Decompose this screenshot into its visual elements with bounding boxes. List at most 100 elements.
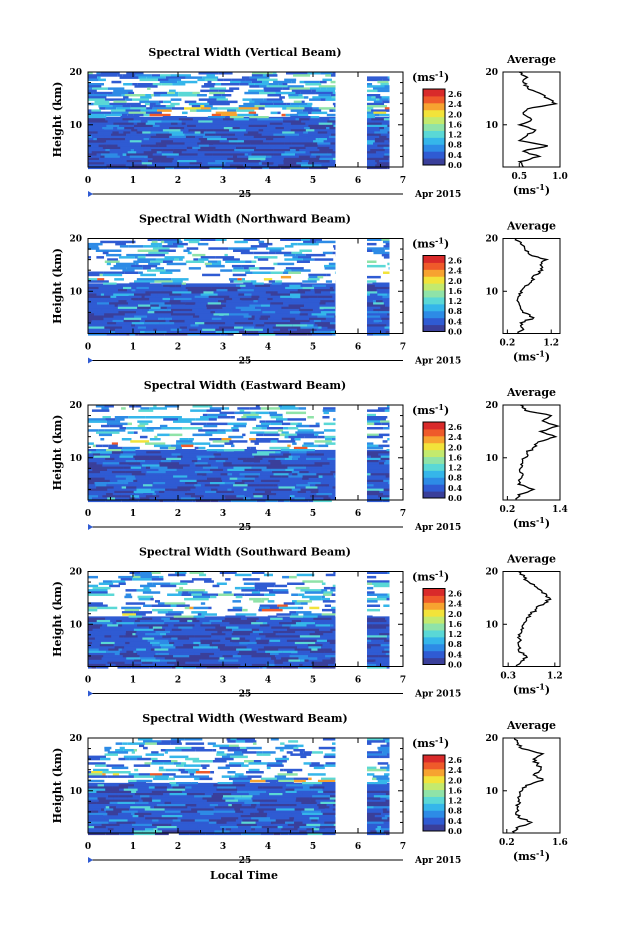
heatmap-cell [88,157,99,161]
heatmap-cell [106,333,119,336]
heatmap-cell [198,120,213,123]
heatmap-cell [109,330,116,334]
heatmap-cell [280,166,291,170]
heatmap-cell [302,444,319,448]
heatmap-cell [107,166,129,170]
heatmap-cell [292,164,301,167]
heatmap-cell [88,473,101,476]
heatmap-cell [253,495,263,498]
heatmap-cell [102,251,109,255]
heatmap-cell [95,484,107,487]
heatmap-cell [367,462,380,465]
colorbar-tick-label: 0.8 [448,473,462,483]
heatmap-cell [241,146,256,150]
heatmap-cell [120,116,140,119]
heatmap-cell [275,418,288,421]
heatmap-cell [88,83,105,86]
heatmap-cell [232,473,240,476]
heatmap-cell [225,637,232,640]
heatmap-cell [278,164,293,167]
heatmap-cell [294,817,310,820]
heatmap-cell [213,94,222,97]
heatmap-cell [256,804,260,807]
heatmap-cell [299,133,311,137]
heatmap-cell [181,151,202,154]
heatmap-cell [334,140,336,143]
heatmap-cell [301,120,319,123]
heatmap-cell [308,162,313,165]
heatmap-cell [332,611,336,614]
heatmap-cell [122,326,138,329]
heatmap-cell [201,482,210,485]
colorbar-swatch [423,116,445,125]
heatmap-cell [376,793,386,796]
colorbar-tick-label: 2.0 [448,775,462,785]
heatmap-cell [129,641,151,645]
heatmap-cell [275,311,290,314]
heatmap-cell [212,760,227,763]
heatmap-cell [332,630,336,634]
heatmap-cell [178,258,183,261]
heatmap-cell [194,493,208,496]
heatmap-cell [151,812,170,816]
heatmap-cell [306,457,322,461]
heatmap-cell [277,773,298,776]
heatmap-cell [103,655,119,658]
colorbar-swatch [423,435,445,444]
heatmap-cell [244,468,262,472]
heatmap-cell [324,435,336,439]
heatmap-cell [253,251,269,255]
heatmap-cell [231,486,253,489]
heatmap-cell [141,317,147,321]
heatmap-cell [246,617,259,621]
heatmap-cell [260,460,269,463]
heatmap-cell [117,74,123,77]
colorbar-swatch [423,477,445,485]
heatmap-cell [233,151,240,154]
heatmap-cell [288,740,299,743]
heatmap-cell [329,797,336,800]
heatmap-cell [116,804,133,807]
heatmap-cell [170,74,191,77]
heatmap-cell [172,317,193,321]
heatmap-cell [115,418,125,421]
heatmap-cell [388,471,390,474]
heatmap-cell [273,138,285,141]
heatmap-cell [313,617,332,621]
heatmap-cell [383,821,390,825]
heatmap-cell [196,164,203,167]
heatmap-cell [109,584,121,588]
heatmap-cell [300,661,312,665]
heatmap-cell [136,308,143,312]
heatmap-cell [270,738,279,741]
heatmap-cell [107,468,121,472]
heatmap-cell [189,162,202,165]
heatmap-cell [91,109,102,112]
heatmap-cell [197,242,209,246]
heatmap-cell [141,140,162,143]
heatmap-cell [191,797,203,800]
heatmap-cell [380,306,390,310]
heatmap-cell [150,806,155,809]
heatmap-cell [246,771,264,774]
heatmap-cell [317,144,323,148]
heatmap-cell [88,817,99,820]
heatmap-cell [247,333,260,336]
heatmap-cell [200,477,208,481]
heatmap-cell [125,477,136,481]
heatmap-cell [135,405,142,408]
heatmap-cell [88,133,104,137]
heatmap-cell [309,151,328,154]
heatmap-cell [284,151,306,154]
heatmap-cell [261,313,283,316]
y-tick-label: 20 [69,235,82,245]
heatmap-cell [102,464,118,467]
heatmap-cell [146,76,166,79]
heatmap-cell [235,595,243,599]
heatmap-cell [367,786,376,789]
heatmap-cell [148,793,164,796]
heatmap-cell [378,444,390,448]
heatmap-cell [289,490,298,494]
heatmap-cell [117,164,126,167]
heatmap-cell [327,639,336,643]
